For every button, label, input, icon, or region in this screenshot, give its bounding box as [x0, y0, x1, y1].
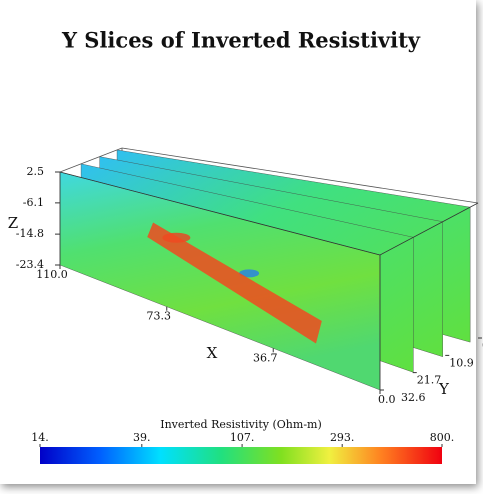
box-edge	[379, 202, 479, 256]
box-edge	[59, 147, 123, 173]
y-tick-label: 32.6	[401, 391, 426, 404]
slice-feature	[147, 222, 322, 344]
colorbar-tick-label: 293.	[330, 431, 355, 444]
z-tick-label: -14.8	[16, 227, 44, 240]
colorbar-tick-label: 800.	[430, 431, 455, 444]
x-tick-label: 73.3	[147, 310, 172, 323]
z-tick-label: 2.5	[27, 165, 45, 178]
colorbar-label: Inverted Resistivity (Ohm-m)	[160, 418, 322, 431]
y-label: Y	[438, 380, 450, 398]
z-tick-label: -23.4	[16, 258, 44, 271]
x-label: X	[207, 344, 218, 362]
colorbar-tick-label: 14.	[31, 431, 49, 444]
y-tick-label: 21.7	[417, 374, 442, 387]
colorbar-tick-label: 39.	[133, 431, 151, 444]
y-tick-label: 10.9	[449, 356, 474, 369]
x-tick-label: 36.7	[253, 351, 278, 364]
slice-feature	[239, 269, 260, 278]
z-tick-label: -6.1	[23, 196, 44, 209]
x-tick-label: 0.0	[378, 393, 396, 406]
box-edge	[121, 147, 479, 204]
colorbar	[40, 447, 442, 464]
z-label: Z	[8, 214, 18, 232]
slices	[59, 147, 479, 391]
chart-title: Y Slices of Inverted Resistivity	[61, 28, 421, 53]
box-edge	[59, 171, 381, 256]
colorbar-tick-label: 107.	[230, 431, 255, 444]
x-tick-label: 110.0	[36, 268, 68, 281]
